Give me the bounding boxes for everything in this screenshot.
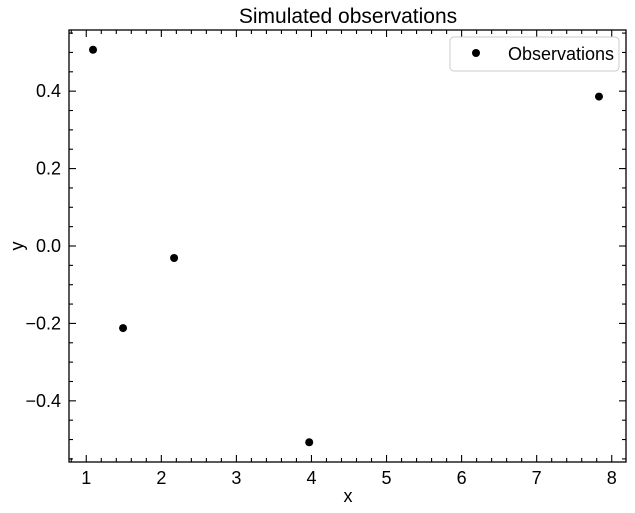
data-point	[305, 438, 314, 447]
plot-frame	[68, 29, 627, 463]
x-tick-label: 1	[81, 468, 91, 488]
x-axis-label: x	[344, 486, 353, 506]
y-tick-label: 0.0	[36, 236, 61, 256]
legend: Observations	[449, 36, 620, 72]
data-points	[89, 45, 603, 447]
data-point	[594, 92, 603, 101]
x-tick-label: 2	[156, 468, 166, 488]
data-point	[119, 324, 128, 333]
x-tick-label: 8	[607, 468, 617, 488]
data-point	[170, 254, 179, 262]
data-point	[89, 45, 98, 54]
y-tick-label: 0.4	[36, 81, 61, 101]
x-tick-label: 7	[532, 468, 542, 488]
y-tick-label: −0.4	[25, 391, 61, 411]
x-tick-label: 4	[306, 468, 316, 488]
x-tick-label: 3	[231, 468, 241, 488]
legend-label-observations: Observations	[508, 44, 614, 64]
chart-title: Simulated observations	[239, 5, 457, 28]
ticks-layer: 1 2 3 4 5 6 7 8 −0.4 −0.2 0.0 0.2 0.4	[25, 30, 626, 488]
y-axis-label: y	[7, 242, 27, 251]
y-tick-label: −0.2	[25, 313, 61, 333]
legend-frame	[449, 36, 620, 72]
legend-marker-observations	[472, 49, 480, 57]
y-tick-label: 0.2	[36, 159, 61, 179]
x-tick-label: 6	[457, 468, 467, 488]
x-tick-label: 5	[382, 468, 392, 488]
